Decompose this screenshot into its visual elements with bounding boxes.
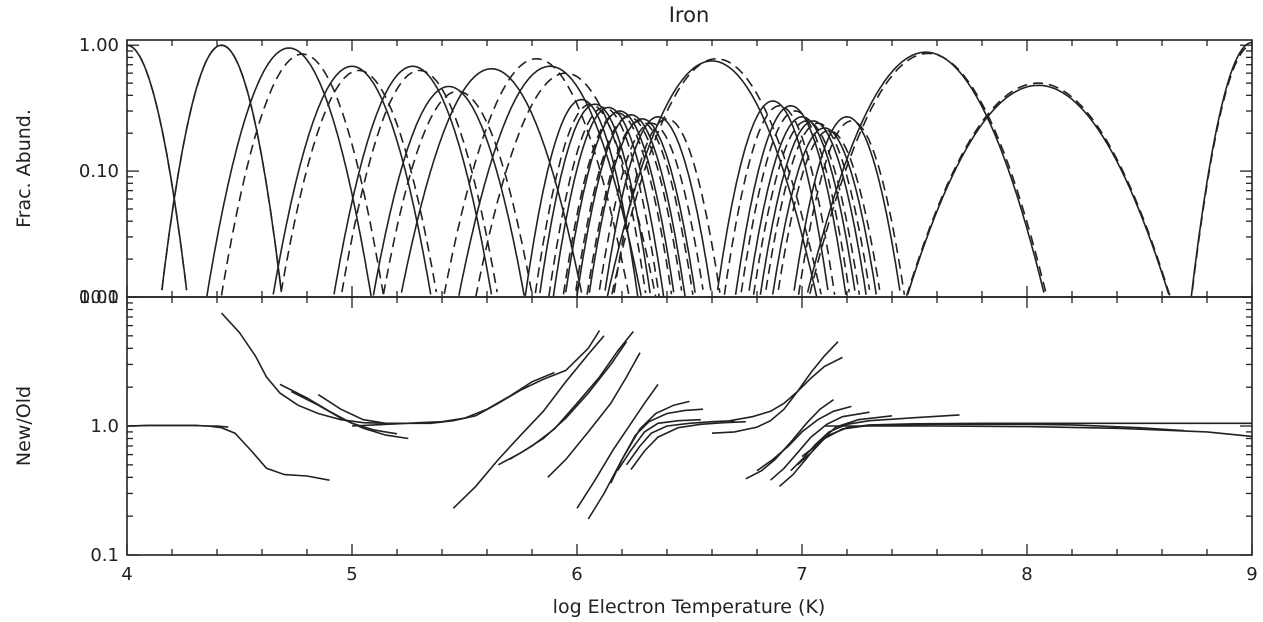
solid-abundance-curve <box>734 104 847 295</box>
dashed-abundance-curve <box>723 104 836 295</box>
ratio-curve <box>497 341 628 466</box>
x-axis-label: log Electron Temperature (K) <box>553 596 826 618</box>
solid-abundance-curve <box>564 110 675 293</box>
dashed-abundance-curve <box>740 110 850 293</box>
solid-abundance-curve <box>372 85 525 296</box>
solid-abundance-curve <box>539 103 651 294</box>
dashed-abundance-curve <box>905 82 1171 297</box>
dashed-abundance-curve <box>613 118 721 293</box>
ratio-curve <box>290 390 409 440</box>
x-tick-label: 4 <box>121 564 132 585</box>
ratio-curve <box>769 411 870 481</box>
dashed-abundance-curve <box>1191 44 1253 291</box>
ratio-curve <box>509 330 634 461</box>
solid-abundance-curve <box>400 68 583 293</box>
dashed-abundance-curve <box>443 58 630 295</box>
top-y-axis-label: Frac. Abund. <box>13 109 35 228</box>
solid-abundance-curve <box>1190 41 1253 297</box>
dashed-abundance-curve <box>161 44 282 291</box>
solid-abundance-curve <box>759 120 867 295</box>
solid-abundance-curve <box>552 106 665 297</box>
dashed-abundance-curve <box>586 120 694 295</box>
bottom-panel-ratio: 0.1 1.0 10.0 4 5 6 7 8 9 New/Old <box>13 287 1258 585</box>
y-tick-label: 0.1 <box>90 545 119 566</box>
solid-abundance-curve <box>906 84 1170 295</box>
ratio-curve <box>220 312 386 425</box>
y-tick-label: 0.01 <box>79 287 119 308</box>
y-tick-label: 0.10 <box>79 161 119 182</box>
solid-abundance-curve <box>771 127 877 295</box>
ratio-curve <box>711 341 839 434</box>
top-solid-curves <box>126 41 1253 297</box>
y-tick-label: 1.0 <box>90 416 119 437</box>
bottom-panel-ticks: 0.1 1.0 10.0 4 5 6 7 8 9 <box>79 287 1258 585</box>
ratio-curve <box>790 414 960 472</box>
ratio-curve <box>126 424 330 481</box>
ratio-curve <box>610 408 704 484</box>
solid-abundance-curve <box>206 47 372 297</box>
ratio-curve <box>729 356 843 422</box>
solid-abundance-curve <box>126 44 188 291</box>
dashed-abundance-curve <box>220 53 385 296</box>
x-tick-label: 6 <box>571 564 582 585</box>
solid-abundance-curve <box>606 60 818 297</box>
dashed-abundance-curve <box>611 58 822 295</box>
bottom-panel-frame <box>126 296 1253 556</box>
ratio-curve <box>745 399 834 480</box>
dashed-abundance-curve <box>341 69 498 293</box>
dashed-abundance-curve <box>562 112 673 295</box>
bottom-ratio-curves <box>126 312 1253 520</box>
ratio-curve <box>630 420 746 470</box>
ratio-curve <box>616 418 701 472</box>
dashed-abundance-curve <box>765 122 871 290</box>
solid-abundance-curve <box>333 65 493 295</box>
solid-abundance-curve <box>793 115 901 291</box>
top-panel-fractional-abundance: 0.01 0.10 1.00 Frac. Abund. <box>13 35 1253 308</box>
dashed-abundance-curve <box>474 72 657 298</box>
solid-abundance-curve <box>576 113 686 297</box>
ratio-curve <box>452 335 605 509</box>
solid-abundance-curve <box>806 51 1045 293</box>
x-tick-label: 5 <box>346 564 357 585</box>
dashed-abundance-curve <box>575 115 683 291</box>
dashed-abundance-curve <box>598 122 704 290</box>
solid-abundance-curve <box>458 65 642 296</box>
top-panel-ticks: 0.01 0.10 1.00 <box>79 35 1253 308</box>
dashed-abundance-curve <box>534 103 647 294</box>
ratio-curve <box>317 330 601 425</box>
x-tick-label: 7 <box>796 564 807 585</box>
ratio-curve <box>625 419 735 466</box>
x-tick-label: 8 <box>1021 564 1032 585</box>
ratio-curve <box>547 352 641 478</box>
dashed-abundance-curve <box>809 52 1047 294</box>
ratio-curve <box>587 400 690 520</box>
y-tick-label: 10.0 <box>79 287 119 308</box>
x-tick-label: 9 <box>1246 564 1257 585</box>
ratio-curve <box>279 383 398 435</box>
dashed-abundance-curve <box>797 120 906 295</box>
dashed-abundance-curve <box>126 44 188 291</box>
chart-title: Iron <box>669 3 710 27</box>
dashed-abundance-curve <box>548 106 660 297</box>
solid-abundance-curve <box>604 115 712 291</box>
ratio-curve <box>351 371 555 427</box>
dashed-abundance-curve <box>280 69 438 293</box>
ratio-curve <box>756 405 852 472</box>
top-dashed-curves <box>126 44 1253 298</box>
ratio-curve <box>824 425 1253 438</box>
bottom-y-axis-label: New/Old <box>13 386 35 466</box>
ratio-curve <box>576 383 659 509</box>
solid-abundance-curve <box>716 100 829 291</box>
ratio-curve <box>801 422 1252 458</box>
y-tick-label: 1.00 <box>79 35 119 56</box>
dashed-abundance-curve <box>752 120 861 295</box>
ratio-curve <box>796 423 1185 466</box>
solid-abundance-curve <box>272 65 432 295</box>
dashed-abundance-curve <box>382 90 533 295</box>
